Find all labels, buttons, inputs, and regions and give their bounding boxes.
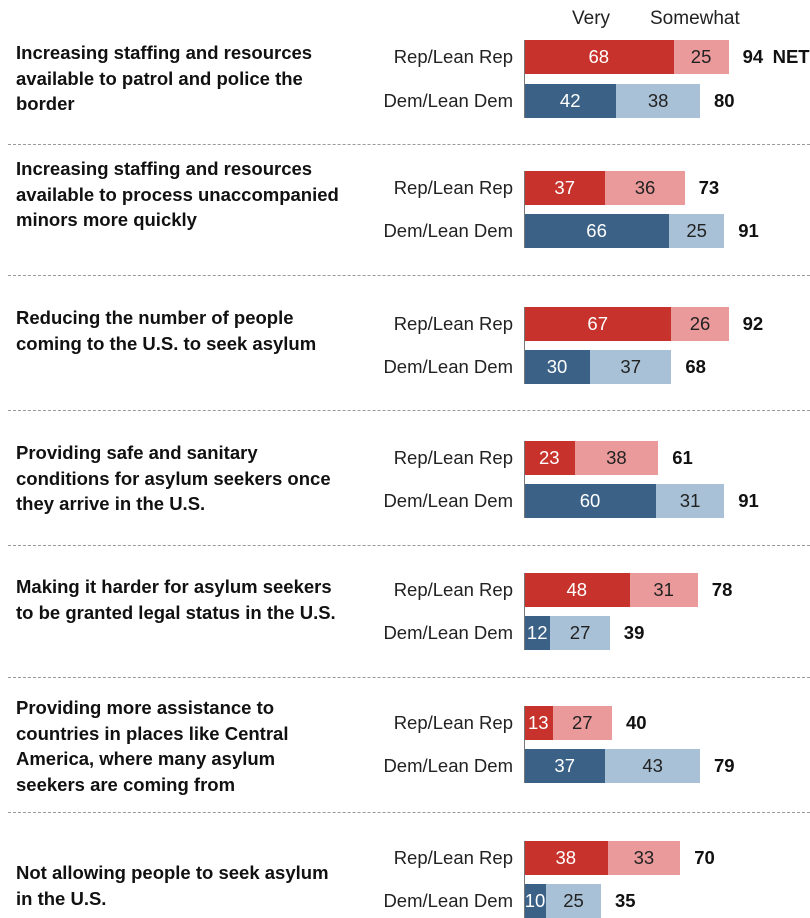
item-title: Providing more assistance to countries i…	[16, 697, 289, 795]
bar-very: 10	[524, 884, 546, 918]
group-label: Rep/Lean Rep	[393, 579, 513, 600]
bar-somewhat: 38	[574, 441, 659, 475]
net-value: 39	[623, 622, 645, 643]
bar-very: 42	[524, 84, 617, 118]
bar-very: 68	[524, 40, 674, 74]
row-separator	[8, 275, 810, 276]
bar-somewhat: 25	[669, 214, 725, 248]
group-label: Dem/Lean Dem	[383, 356, 513, 377]
group-label: Dem/Lean Dem	[383, 755, 513, 776]
bar-very: 13	[524, 706, 553, 740]
bar-somewhat: 33	[607, 841, 681, 875]
bar-very: 67	[524, 307, 672, 341]
group-label: Rep/Lean Rep	[393, 447, 513, 468]
axis-line	[524, 441, 525, 518]
net-value: 73	[698, 177, 720, 198]
row-separator	[8, 812, 810, 813]
legend-somewhat: Somewhat	[650, 8, 740, 29]
bar-very: 23	[524, 441, 575, 475]
bar-very: 38	[524, 841, 608, 875]
group-label: Dem/Lean Dem	[383, 890, 513, 911]
bar-somewhat: 25	[673, 40, 729, 74]
bar-somewhat: 36	[605, 171, 685, 205]
bar-very: 37	[524, 171, 606, 205]
item-title: Increasing staffing and resources availa…	[16, 158, 339, 230]
group-label: Rep/Lean Rep	[393, 712, 513, 733]
bar-somewhat: 37	[590, 350, 672, 384]
bar-somewhat: 25	[546, 884, 601, 918]
item-title: Increasing staffing and resources availa…	[16, 42, 313, 114]
bar-very: 12	[524, 616, 551, 650]
axis-line	[524, 841, 525, 918]
net-value: 78	[711, 579, 733, 600]
net-value: 40	[626, 712, 647, 733]
legend-very: Very	[572, 8, 611, 29]
bar-somewhat: 43	[605, 749, 700, 783]
bar-somewhat: 31	[629, 573, 698, 607]
axis-line	[524, 40, 525, 118]
net-value: 91	[738, 220, 759, 241]
bar-somewhat: 27	[552, 706, 612, 740]
item-title: Not allowing people to seek asylum in th…	[16, 862, 329, 909]
group-label: Dem/Lean Dem	[383, 622, 513, 643]
bar-very: 66	[524, 214, 670, 248]
group-label: Rep/Lean Rep	[393, 177, 513, 198]
bar-somewhat: 31	[656, 484, 725, 518]
bar-somewhat: 38	[616, 84, 700, 118]
axis-line	[524, 573, 525, 650]
net-value: 92	[742, 313, 764, 334]
row-separator	[8, 545, 810, 546]
net-value: 79	[714, 755, 735, 776]
item-title: Reducing the number of people coming to …	[16, 307, 317, 354]
axis-line	[524, 171, 525, 248]
net-value: 80	[714, 90, 735, 111]
group-label: Dem/Lean Dem	[383, 490, 513, 511]
net-value: 35	[615, 890, 636, 911]
row-separator	[8, 144, 810, 145]
row-separator	[8, 677, 810, 678]
bar-very: 37	[524, 749, 606, 783]
axis-line	[524, 706, 525, 783]
net-value: 70	[694, 847, 715, 868]
bar-somewhat: 26	[671, 307, 729, 341]
group-label: Rep/Lean Rep	[393, 46, 513, 67]
bar-very: 30	[524, 350, 590, 384]
group-label: Rep/Lean Rep	[393, 313, 513, 334]
item-title: Making it harder for asylum seekers to b…	[16, 576, 336, 623]
net-value: 91	[738, 490, 759, 511]
bar-somewhat: 27	[550, 616, 610, 650]
group-label: Dem/Lean Dem	[383, 90, 513, 111]
bar-very: 60	[524, 484, 656, 518]
net-suffix: NET	[772, 46, 810, 67]
item-title: Providing safe and sanitary conditions f…	[16, 442, 331, 514]
row-separator	[8, 410, 810, 411]
axis-line	[524, 307, 525, 384]
group-label: Dem/Lean Dem	[383, 220, 513, 241]
net-value: 61	[672, 447, 693, 468]
group-label: Rep/Lean Rep	[393, 847, 513, 868]
net-value: 94	[742, 46, 764, 67]
bar-very: 48	[524, 573, 630, 607]
net-value: 68	[685, 356, 706, 377]
